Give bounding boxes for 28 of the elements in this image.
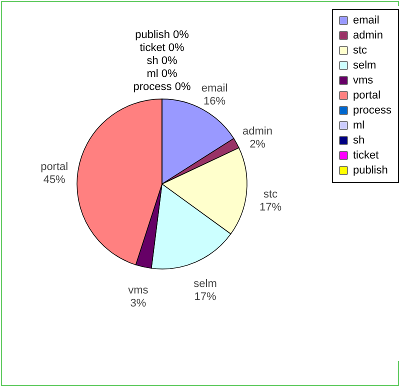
category-label: publish 0% <box>135 29 189 41</box>
legend-label: admin <box>353 30 383 42</box>
data-label: 16% <box>203 95 226 108</box>
legend-label: stc <box>353 44 368 56</box>
slice-label: vms <box>128 284 149 296</box>
category-label: sh 0% <box>146 55 178 67</box>
data-label: 45% <box>43 174 66 186</box>
slice-label: admin <box>242 125 272 138</box>
legend-label: vms <box>353 74 374 86</box>
slice-label: portal <box>40 160 68 173</box>
data-label: 3% <box>130 297 146 310</box>
legend-label: selm <box>353 60 376 72</box>
data-label: 17% <box>194 291 217 304</box>
legend-label: ticket <box>353 150 379 162</box>
category-label: process 0% <box>133 81 191 93</box>
category-label: ml 0% <box>146 68 178 80</box>
slice-label: email <box>201 82 228 94</box>
legend-label: portal <box>353 90 381 102</box>
slice-label: selm <box>194 278 217 290</box>
data-label: 2% <box>250 138 266 150</box>
legend-label: process <box>353 104 392 116</box>
data-label: 17% <box>260 201 282 214</box>
legend-label: sh <box>353 134 365 146</box>
legend-label: email <box>353 14 380 26</box>
legend-label: ml <box>353 120 365 132</box>
legend-label: publish <box>353 164 388 176</box>
category-label: ticket 0% <box>140 42 184 54</box>
slice-label: stc <box>263 188 278 200</box>
